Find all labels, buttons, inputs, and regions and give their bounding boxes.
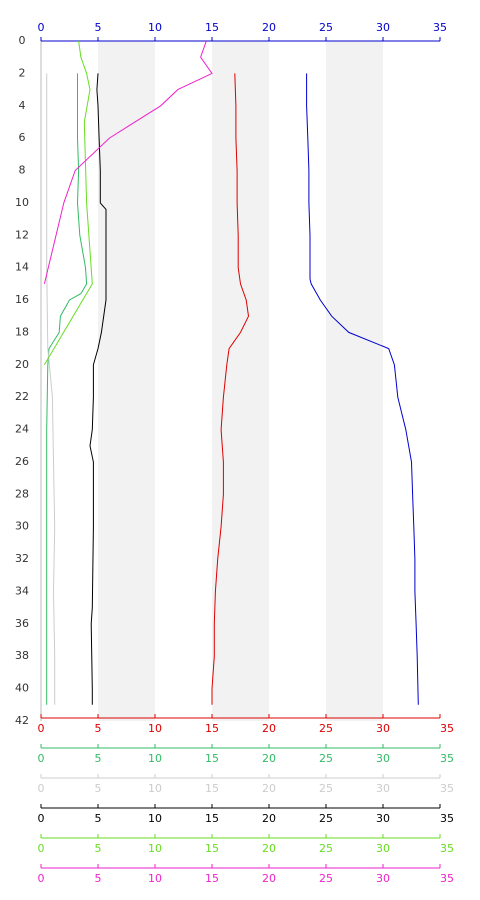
y-tick-label: 28 bbox=[15, 487, 29, 500]
x-tick-label: 0 bbox=[38, 21, 45, 34]
x-tick-label: 25 bbox=[319, 722, 333, 735]
x-tick-label: 35 bbox=[440, 872, 454, 885]
x-tick-label: 0 bbox=[38, 752, 45, 765]
x-tick-label: 0 bbox=[38, 872, 45, 885]
x-tick-label: 15 bbox=[205, 782, 219, 795]
x-tick-label: 10 bbox=[148, 21, 162, 34]
x-tick-label: 5 bbox=[95, 812, 102, 825]
shaded-band bbox=[326, 41, 383, 721]
x-tick-label: 35 bbox=[440, 842, 454, 855]
x-tick-label: 20 bbox=[262, 21, 276, 34]
x-tick-label: 30 bbox=[376, 812, 390, 825]
x-tick-label: 20 bbox=[262, 842, 276, 855]
profile-line bbox=[306, 73, 419, 705]
y-tick-label: 30 bbox=[15, 520, 29, 533]
x-tick-label: 15 bbox=[205, 21, 219, 34]
x-tick-label: 0 bbox=[38, 812, 45, 825]
x-tick-label: 5 bbox=[95, 722, 102, 735]
x-tick-label: 10 bbox=[148, 752, 162, 765]
x-tick-label: 0 bbox=[38, 782, 45, 795]
x-tick-label: 25 bbox=[319, 21, 333, 34]
y-tick-label: 8 bbox=[19, 164, 26, 177]
y-tick-label: 42 bbox=[15, 714, 29, 727]
x-tick-label: 35 bbox=[440, 812, 454, 825]
x-tick-label: 10 bbox=[148, 782, 162, 795]
x-tick-label: 15 bbox=[205, 752, 219, 765]
x-tick-label: 25 bbox=[319, 752, 333, 765]
x-tick-label: 30 bbox=[376, 782, 390, 795]
shaded-band bbox=[98, 41, 155, 721]
x-tick-label: 10 bbox=[148, 812, 162, 825]
y-tick-label: 16 bbox=[15, 293, 29, 306]
x-tick-label: 30 bbox=[376, 842, 390, 855]
x-tick-label: 30 bbox=[376, 722, 390, 735]
x-tick-label: 20 bbox=[262, 782, 276, 795]
x-tick-label: 0 bbox=[38, 842, 45, 855]
x-tick-label: 15 bbox=[205, 842, 219, 855]
y-tick-label: 34 bbox=[15, 584, 29, 597]
x-tick-label: 30 bbox=[376, 752, 390, 765]
profile-line bbox=[211, 73, 250, 705]
x-tick-label: 5 bbox=[95, 842, 102, 855]
x-tick-label: 0 bbox=[38, 722, 45, 735]
y-tick-label: 38 bbox=[15, 649, 29, 662]
x-tick-label: 10 bbox=[148, 842, 162, 855]
y-tick-label: 4 bbox=[19, 99, 26, 112]
y-tick-label: 26 bbox=[15, 455, 29, 468]
y-tick-label: 24 bbox=[15, 423, 29, 436]
profile-line bbox=[43, 40, 213, 285]
x-tick-label: 25 bbox=[319, 782, 333, 795]
x-tick-label: 20 bbox=[262, 872, 276, 885]
y-tick-label: 36 bbox=[15, 617, 29, 630]
x-tick-label: 25 bbox=[319, 812, 333, 825]
shaded-band bbox=[212, 41, 269, 721]
x-tick-label: 35 bbox=[440, 752, 454, 765]
profile-line bbox=[89, 73, 107, 705]
x-tick-label: 5 bbox=[95, 752, 102, 765]
y-tick-label: 18 bbox=[15, 325, 29, 338]
y-tick-label: 6 bbox=[19, 131, 26, 144]
x-tick-label: 30 bbox=[376, 21, 390, 34]
y-tick-label: 40 bbox=[15, 682, 29, 695]
y-tick-label: 14 bbox=[15, 261, 29, 274]
x-tick-label: 25 bbox=[319, 872, 333, 885]
y-tick-label: 20 bbox=[15, 358, 29, 371]
y-tick-label: 22 bbox=[15, 390, 29, 403]
x-tick-label: 5 bbox=[95, 782, 102, 795]
x-tick-label: 15 bbox=[205, 872, 219, 885]
x-tick-label: 20 bbox=[262, 722, 276, 735]
y-tick-label: 0 bbox=[19, 34, 26, 47]
x-tick-label: 20 bbox=[262, 752, 276, 765]
x-tick-label: 10 bbox=[148, 722, 162, 735]
x-tick-label: 35 bbox=[440, 782, 454, 795]
x-tick-label: 20 bbox=[262, 812, 276, 825]
x-tick-label: 35 bbox=[433, 21, 447, 34]
x-tick-label: 30 bbox=[376, 872, 390, 885]
x-tick-label: 15 bbox=[205, 812, 219, 825]
profile-line bbox=[46, 73, 56, 705]
profile-line bbox=[46, 73, 88, 705]
x-tick-label: 35 bbox=[440, 722, 454, 735]
y-tick-label: 32 bbox=[15, 552, 29, 565]
y-tick-label: 12 bbox=[15, 228, 29, 241]
x-tick-label: 5 bbox=[95, 872, 102, 885]
x-tick-label: 5 bbox=[95, 21, 102, 34]
y-tick-label: 2 bbox=[19, 66, 26, 79]
x-tick-label: 15 bbox=[205, 722, 219, 735]
x-tick-label: 10 bbox=[148, 872, 162, 885]
x-tick-label: 25 bbox=[319, 842, 333, 855]
profile-line bbox=[43, 40, 93, 366]
y-tick-label: 10 bbox=[15, 196, 29, 209]
